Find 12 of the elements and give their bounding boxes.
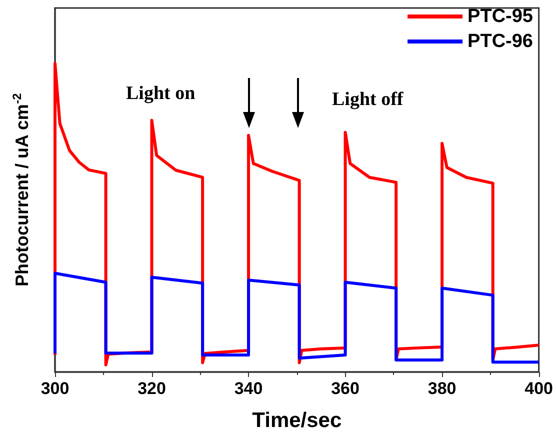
legend-label: PTC-95 (468, 6, 534, 27)
x-tick-label: 360 (331, 379, 360, 398)
legend-label: PTC-96 (468, 31, 534, 52)
x-tick-label: 380 (428, 379, 456, 398)
x-tick-label: 320 (138, 379, 166, 398)
x-tick-label: 340 (234, 379, 263, 398)
annotation: Light on (126, 83, 196, 104)
x-axis-title: Time/sec (252, 409, 342, 432)
x-tick-label: 300 (40, 379, 70, 398)
annotation: Light off (332, 89, 404, 110)
x-tick-label: 400 (524, 379, 554, 398)
y-axis-title: Photocurrent / uA cm-2 (10, 92, 32, 287)
